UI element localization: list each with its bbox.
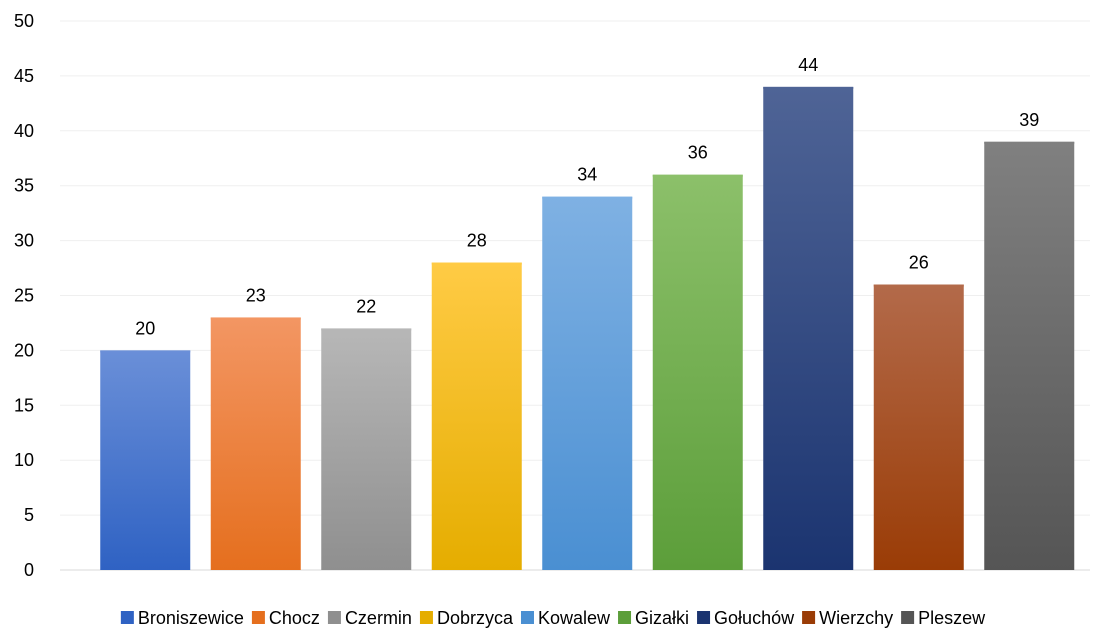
legend-label: Broniszewice <box>138 608 244 628</box>
bars <box>100 86 1075 570</box>
bar-kowalew <box>542 196 633 570</box>
bar-top-highlight <box>984 141 1075 144</box>
data-label: 36 <box>688 143 708 163</box>
legend-label: Wierzchy <box>819 608 893 628</box>
legend-swatch <box>251 611 265 624</box>
y-tick-label: 50 <box>14 11 34 31</box>
legend-label: Pleszew <box>918 608 986 628</box>
legend-label: Gołuchów <box>714 608 795 628</box>
bar-wierzchy <box>873 284 964 570</box>
legend-label: Dobrzyca <box>437 608 514 628</box>
bar-top-highlight <box>431 262 522 265</box>
legend-swatch <box>120 611 134 624</box>
bar-czermin <box>321 328 412 570</box>
data-label: 20 <box>135 318 155 338</box>
y-tick-label: 10 <box>14 450 34 470</box>
bar-top-highlight <box>542 196 633 199</box>
legend-label: Chocz <box>269 608 320 628</box>
data-label: 22 <box>356 296 376 316</box>
legend-swatch <box>802 611 816 624</box>
bar-gizałki <box>652 174 743 570</box>
bar-top-highlight <box>873 284 964 287</box>
legend: Broniszewice Chocz Czermin Dobrzyca Kowalew G… <box>120 608 986 628</box>
legend-swatch <box>618 611 632 624</box>
y-tick-label: 15 <box>14 395 34 415</box>
y-tick-label: 25 <box>14 286 34 306</box>
legend-label: Czermin <box>345 608 412 628</box>
y-tick-label: 35 <box>14 176 34 196</box>
y-tick-label: 30 <box>14 231 34 251</box>
legend-swatch <box>697 611 711 624</box>
bar-dobrzyca <box>431 262 522 570</box>
data-label: 34 <box>577 165 597 185</box>
y-tick-label: 20 <box>14 340 34 360</box>
y-axis: 0 5 10 15 20 25 30 35 40 45 50 <box>14 11 34 580</box>
data-label: 23 <box>246 285 266 305</box>
y-tick-label: 0 <box>24 560 34 580</box>
data-labels: 20 23 22 28 34 36 44 26 39 <box>135 55 1039 339</box>
legend-label: Gizałki <box>635 608 689 628</box>
bar-pleszew <box>984 141 1075 570</box>
data-label: 44 <box>798 55 818 75</box>
bar-top-highlight <box>763 86 854 89</box>
legend-label: Kowalew <box>538 608 611 628</box>
y-tick-label: 40 <box>14 121 34 141</box>
data-label: 28 <box>467 231 487 251</box>
y-tick-label: 5 <box>24 505 34 525</box>
bar-broniszewice <box>100 350 191 570</box>
bar-top-highlight <box>210 317 301 320</box>
bar-top-highlight <box>100 350 191 353</box>
bar-top-highlight <box>321 328 412 331</box>
legend-swatch <box>520 611 534 624</box>
y-tick-label: 45 <box>14 66 34 86</box>
legend-swatch <box>327 611 341 624</box>
bar-top-highlight <box>652 174 743 177</box>
legend-swatch <box>901 611 915 624</box>
data-label: 39 <box>1019 110 1039 130</box>
data-label: 26 <box>909 253 929 273</box>
bar-gołuchów <box>763 86 854 570</box>
legend-swatch <box>419 611 433 624</box>
bar-chocz <box>210 317 301 570</box>
